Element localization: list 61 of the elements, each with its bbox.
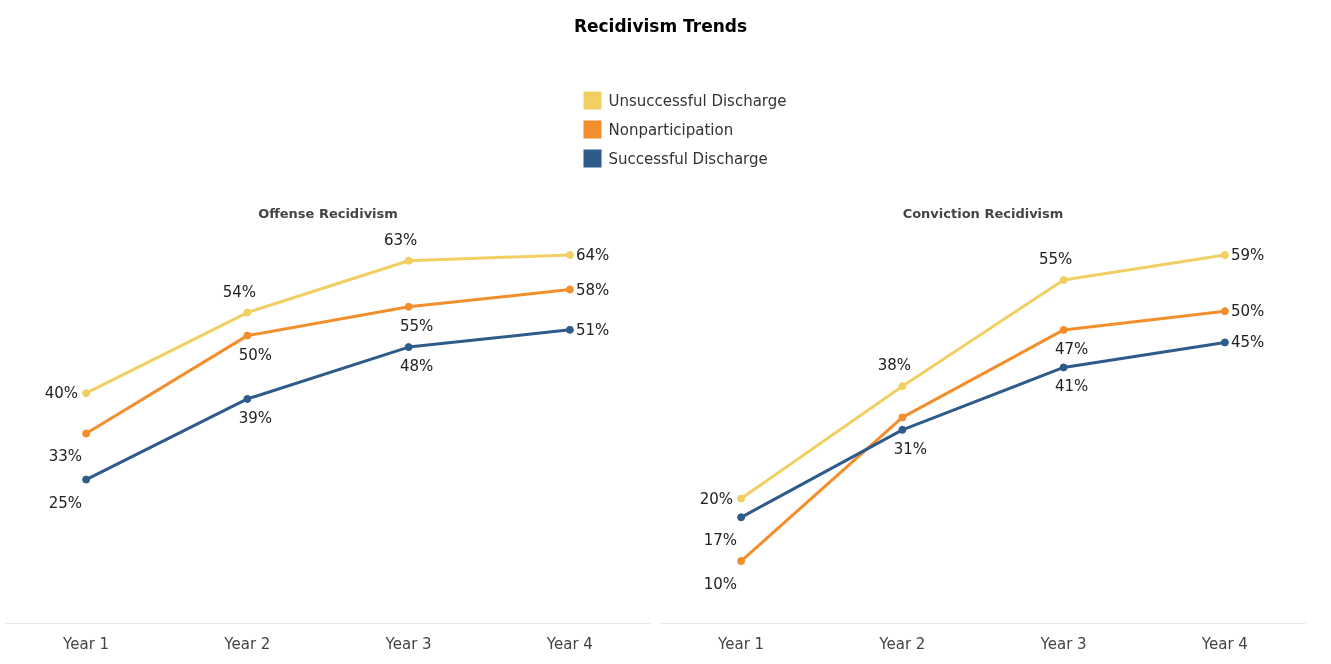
data-label: 54%: [222, 282, 257, 301]
point: [1220, 307, 1229, 316]
point: [565, 250, 574, 259]
point: [82, 475, 91, 484]
point: [1059, 325, 1068, 334]
data-label: 50%: [1230, 302, 1265, 321]
chart-title: Offense Recidivism: [258, 205, 398, 221]
data-label: 47%: [1054, 339, 1089, 358]
point: [898, 413, 907, 422]
x-tick-label: Year 3: [384, 634, 432, 653]
x-tick-label: Year 3: [1039, 634, 1087, 653]
point: [565, 325, 574, 334]
point: [404, 343, 413, 352]
data-label: 25%: [48, 493, 83, 512]
data-label: 10%: [703, 575, 738, 594]
data-label: 55%: [1038, 249, 1073, 268]
data-label: 45%: [1230, 333, 1265, 352]
data-label: 48%: [399, 357, 434, 376]
point: [1220, 338, 1229, 347]
data-label: 31%: [893, 439, 928, 458]
legend-label: Successful Discharge: [608, 149, 768, 168]
data-label: 63%: [383, 230, 418, 249]
point: [243, 331, 252, 340]
point: [243, 308, 252, 317]
point: [737, 513, 746, 522]
chart-title: Conviction Recidivism: [902, 205, 1064, 221]
point: [404, 302, 413, 311]
point: [82, 389, 91, 398]
x-tick-label: Year 4: [545, 634, 593, 653]
data-label: 59%: [1230, 245, 1265, 264]
point: [565, 285, 574, 294]
point: [737, 557, 746, 566]
point: [1059, 363, 1068, 372]
point: [898, 382, 907, 391]
data-label: 51%: [575, 320, 610, 339]
data-label: 17%: [703, 531, 738, 550]
point: [243, 394, 252, 403]
point: [1220, 250, 1229, 259]
data-label: 39%: [238, 408, 273, 427]
data-label: 55%: [399, 316, 434, 335]
data-label: 41%: [1054, 377, 1089, 396]
data-label: 64%: [575, 245, 610, 264]
x-tick-label: Year 2: [223, 634, 271, 653]
x-tick-label: Year 1: [62, 634, 110, 653]
point: [898, 425, 907, 434]
point: [1059, 275, 1068, 284]
x-tick-label: Year 4: [1200, 634, 1248, 653]
data-label: 33%: [48, 447, 83, 466]
data-label: 40%: [44, 384, 79, 403]
x-tick-label: Year 2: [878, 634, 926, 653]
point: [82, 429, 91, 438]
legend-label: Nonparticipation: [608, 120, 734, 139]
data-label: 20%: [699, 489, 734, 508]
text: Recidivism Trends: [573, 15, 748, 36]
point: [404, 256, 413, 265]
data-label: 50%: [238, 345, 273, 364]
data-label: 58%: [575, 280, 610, 299]
point: [737, 494, 746, 503]
x-tick-label: Year 1: [717, 634, 765, 653]
data-label: 38%: [877, 356, 912, 375]
legend-label: Unsuccessful Discharge: [608, 91, 787, 110]
